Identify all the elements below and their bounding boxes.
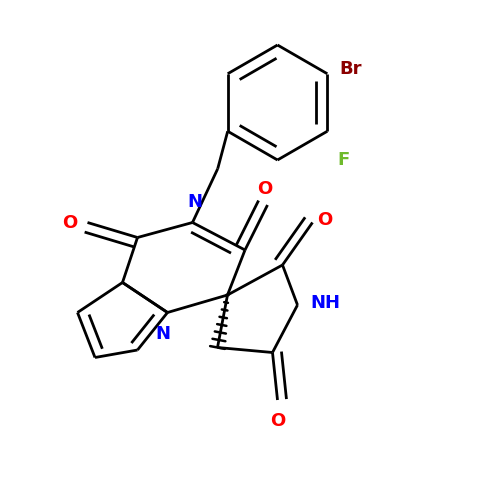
Text: N: N (188, 194, 202, 212)
Text: O: O (270, 412, 285, 430)
Text: F: F (338, 151, 349, 169)
Text: N: N (155, 325, 170, 343)
Text: O: O (258, 180, 272, 198)
Text: O: O (62, 214, 78, 232)
Text: O: O (318, 211, 333, 229)
Text: NH: NH (310, 294, 340, 312)
Text: Br: Br (340, 60, 362, 78)
